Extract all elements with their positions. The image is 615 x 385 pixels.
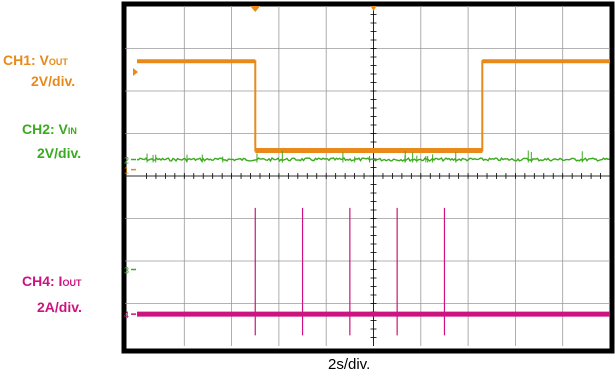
ch1-label: CH1: VOUT bbox=[3, 52, 68, 71]
ch4-name: CH4: IOUT bbox=[22, 273, 82, 289]
plot-frame bbox=[121, 1, 615, 354]
ch1-name: CH1: VOUT bbox=[3, 52, 68, 68]
ch1-scale: 2V/div. bbox=[31, 73, 76, 89]
ch4-iout-trace bbox=[137, 311, 610, 317]
ch2-vin-trace bbox=[136, 156, 610, 163]
ch1-high-band-right bbox=[482, 59, 610, 64]
ch2-channel-number: 2 bbox=[124, 156, 129, 166]
trigger-level-marker bbox=[133, 68, 138, 76]
ch1-high-band-left bbox=[137, 59, 256, 64]
ch4-label: CH4: IOUT bbox=[22, 273, 81, 292]
trigger-position-marker bbox=[250, 6, 261, 12]
ch1-low-band bbox=[255, 148, 483, 153]
ch2-name: CH2: VIN bbox=[22, 121, 77, 137]
ch2-scale: 2V/div. bbox=[37, 145, 82, 161]
ch3-channel-number: 3 bbox=[124, 266, 129, 276]
ch4-channel-number: 4 bbox=[124, 310, 129, 320]
ch1-channel-number: 1 bbox=[124, 166, 129, 176]
ch2-label: CH2: VIN bbox=[22, 121, 77, 140]
trigger-center-marker bbox=[370, 6, 377, 11]
x-axis-label: 2s/div. bbox=[328, 356, 371, 373]
ch4-scale: 2A/div. bbox=[37, 299, 82, 315]
